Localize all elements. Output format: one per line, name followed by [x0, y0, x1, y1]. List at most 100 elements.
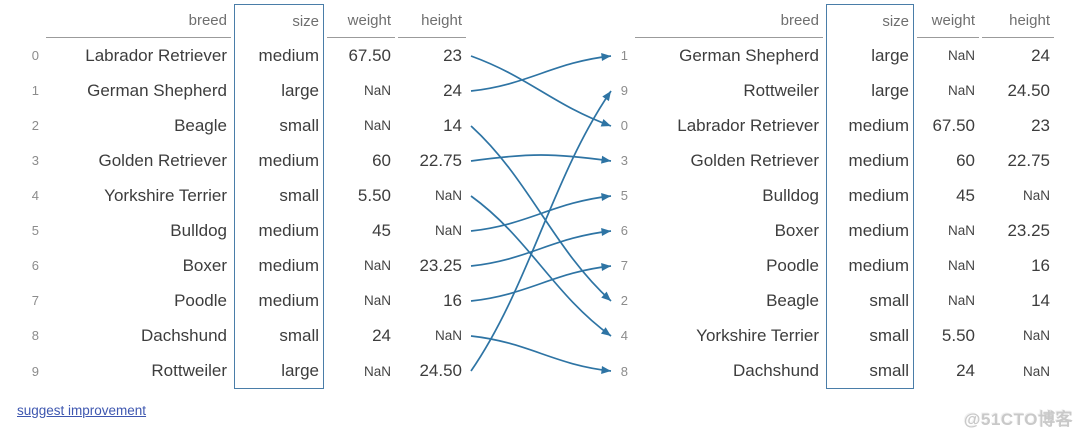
cell-size: large	[826, 73, 914, 108]
cell-breed: Golden Retriever	[690, 150, 819, 170]
cell-height: NaN	[1022, 188, 1050, 203]
cell-height: 24	[443, 80, 462, 100]
table-row: 7 Poodle medium NaN 16	[606, 248, 1054, 283]
right-table-body: 1 German Shepherd large NaN 24 9 Rottweiler lar…	[606, 38, 1054, 389]
cell-weight: 5.50	[941, 325, 975, 345]
cell-breed: Yorkshire Terrier	[696, 325, 819, 345]
cell-breed: Rottweiler	[743, 80, 819, 100]
cell-height: 14	[1031, 290, 1050, 310]
cell-height: 23	[443, 45, 462, 65]
cell-height: 24.50	[419, 361, 462, 380]
mapping-arrow	[470, 90, 612, 372]
table-row: 2 Beagle small NaN 14	[606, 283, 1054, 318]
row-index: 7	[620, 258, 628, 273]
cell-breed: Labrador Retriever	[85, 45, 227, 65]
row-index: 3	[31, 153, 39, 168]
cell-height: 24	[1031, 45, 1050, 65]
column-header-height: height	[398, 4, 466, 38]
cell-weight: NaN	[947, 293, 975, 308]
row-index: 6	[620, 223, 628, 238]
table-row: 6 Boxer medium NaN 23.25	[606, 213, 1054, 248]
cell-size: medium	[826, 108, 914, 143]
cell-size: large	[826, 38, 914, 73]
cell-breed: Labrador Retriever	[677, 115, 819, 135]
mapping-arrow	[470, 335, 612, 374]
cell-weight: NaN	[947, 83, 975, 98]
row-index: 4	[620, 328, 628, 343]
mapping-arrow	[470, 55, 612, 127]
cell-weight: NaN	[363, 363, 391, 379]
row-index: 3	[620, 153, 628, 168]
column-header-breed: breed	[635, 4, 823, 38]
mapping-arrow	[470, 228, 612, 267]
mapping-arrow	[470, 195, 612, 337]
left-table-body: 0 Labrador Retriever medium 67.50 23 1 German …	[21, 38, 466, 389]
cell-breed: Yorkshire Terrier	[104, 185, 227, 205]
row-index: 5	[620, 188, 628, 203]
cell-size: medium	[234, 213, 324, 248]
cell-weight: 67.50	[932, 115, 975, 135]
cell-height: NaN	[434, 188, 462, 203]
cell-size: small	[234, 108, 324, 143]
watermark: @51CTO博客	[963, 410, 1073, 429]
cell-weight: NaN	[947, 258, 975, 273]
cell-weight: NaN	[947, 48, 975, 63]
cell-size: small	[826, 283, 914, 318]
table-row: 5 Bulldog medium 45 NaN	[21, 213, 466, 248]
cell-height: 22.75	[419, 150, 462, 170]
row-index: 1	[31, 83, 39, 98]
suggest-improvement-link[interactable]: suggest improvement	[17, 403, 147, 418]
cell-size: medium	[234, 248, 324, 283]
cell-breed: German Shepherd	[679, 45, 819, 65]
table-row: 0 Labrador Retriever medium 67.50 23	[21, 38, 466, 73]
row-index: 0	[620, 118, 628, 133]
cell-height: 16	[1031, 255, 1050, 275]
table-row: 8 Dachshund small 24 NaN	[21, 318, 466, 353]
mapping-arrow	[470, 193, 612, 232]
row-index: 2	[31, 118, 39, 133]
cell-breed: Poodle	[174, 290, 227, 310]
cell-weight: 67.50	[348, 45, 391, 65]
table-row: 2 Beagle small NaN 14	[21, 108, 466, 143]
table-row: 9 Rottweiler large NaN 24.50	[606, 73, 1054, 108]
cell-weight: 60	[956, 150, 975, 170]
cell-size: medium	[826, 248, 914, 283]
cell-breed: Boxer	[182, 255, 227, 275]
cell-breed: Rottweiler	[151, 361, 227, 380]
table-row: 5 Bulldog medium 45 NaN	[606, 178, 1054, 213]
cell-height: 24.50	[1007, 80, 1050, 100]
row-index: 6	[31, 258, 39, 273]
index-column-header	[21, 4, 43, 38]
column-header-size: size	[826, 4, 914, 38]
table-row: 7 Poodle medium NaN 16	[21, 283, 466, 318]
cell-weight: 5.50	[357, 185, 391, 205]
column-header-size: size	[234, 4, 324, 38]
row-index: 1	[620, 48, 628, 63]
right-dataframe: breed size weight height 1 German Shepher…	[603, 4, 1057, 389]
row-index: 2	[620, 293, 628, 308]
cell-height: NaN	[1022, 328, 1050, 343]
cell-size: medium	[234, 283, 324, 318]
cell-breed: Dachshund	[140, 325, 227, 345]
mapping-arrow	[470, 53, 612, 92]
cell-weight: 24	[372, 325, 391, 345]
cell-height: NaN	[1022, 363, 1050, 379]
row-index: 5	[31, 223, 39, 238]
cell-size: medium	[234, 38, 324, 73]
cell-weight: NaN	[363, 258, 391, 273]
cell-height: 16	[443, 290, 462, 310]
cell-weight: 24	[956, 361, 975, 380]
cell-weight: 45	[956, 185, 975, 205]
table-row: 1 German Shepherd large NaN 24	[606, 38, 1054, 73]
table-row: 4 Yorkshire Terrier small 5.50 NaN	[606, 318, 1054, 353]
row-index: 7	[31, 293, 39, 308]
row-index: 9	[31, 363, 39, 379]
cell-breed: Bulldog	[762, 185, 819, 205]
cell-weight: NaN	[363, 83, 391, 98]
table-row: 9 Rottweiler large NaN 24.50	[21, 353, 466, 389]
cell-breed: Poodle	[766, 255, 819, 275]
cell-size: medium	[826, 143, 914, 178]
cell-size: small	[234, 178, 324, 213]
table-row: 3 Golden Retriever medium 60 22.75	[606, 143, 1054, 178]
